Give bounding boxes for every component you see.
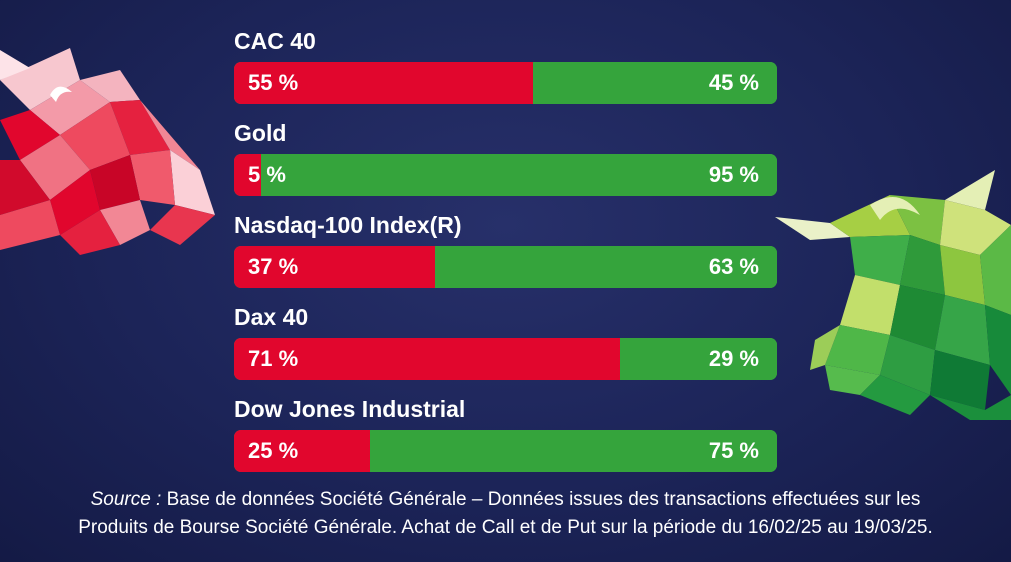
category-label: Dax 40 bbox=[234, 304, 309, 330]
value-label-right: 63 % bbox=[708, 254, 759, 279]
value-label-left: 37 % bbox=[248, 254, 299, 279]
category-label: CAC 40 bbox=[234, 28, 316, 54]
source-note: Source : Base de données Société Général… bbox=[0, 486, 1011, 542]
bar-segment-left bbox=[234, 62, 533, 104]
bar-segment-left bbox=[234, 430, 370, 472]
bar-segment-left bbox=[234, 338, 620, 380]
bar-segment-right bbox=[532, 62, 777, 104]
category-label: Nasdaq-100 Index(R) bbox=[234, 212, 462, 238]
bar-segment-right bbox=[434, 246, 777, 288]
value-label-right: 45 % bbox=[708, 70, 759, 95]
bar-segment-right bbox=[261, 154, 777, 196]
bar-segment-left bbox=[234, 246, 435, 288]
bull-head-icon bbox=[775, 170, 1011, 420]
source-label: Source : bbox=[90, 489, 162, 510]
bar-segment-left bbox=[234, 154, 262, 196]
value-label-left: 25 % bbox=[248, 438, 299, 463]
value-label-right: 95 % bbox=[708, 162, 759, 187]
bar-segment-right bbox=[619, 338, 777, 380]
value-label-right: 75 % bbox=[708, 438, 759, 463]
source-line-1: Source : Base de données Société Général… bbox=[0, 486, 1011, 514]
stacked-bar: 25 % 75 % bbox=[234, 430, 777, 472]
value-label-left: 55 % bbox=[248, 70, 299, 95]
bar-segment-right bbox=[369, 430, 777, 472]
stacked-bar: 5 % 95 % bbox=[234, 154, 777, 196]
category-label: Gold bbox=[234, 120, 287, 146]
stacked-bar: 71 % 29 % bbox=[234, 338, 777, 380]
value-label-left: 71 % bbox=[248, 346, 299, 371]
stacked-bar: 37 % 63 % bbox=[234, 246, 777, 288]
stacked-bar: 55 % 45 % bbox=[234, 62, 777, 104]
bear-head-icon bbox=[0, 48, 215, 255]
source-text: Base de données Société Générale – Donné… bbox=[166, 489, 921, 510]
value-label-right: 29 % bbox=[708, 346, 759, 371]
source-line-2: Produits de Bourse Société Générale. Ach… bbox=[78, 517, 933, 538]
category-label: Dow Jones Industrial bbox=[234, 396, 466, 422]
value-label-left: 5 % bbox=[248, 162, 286, 187]
